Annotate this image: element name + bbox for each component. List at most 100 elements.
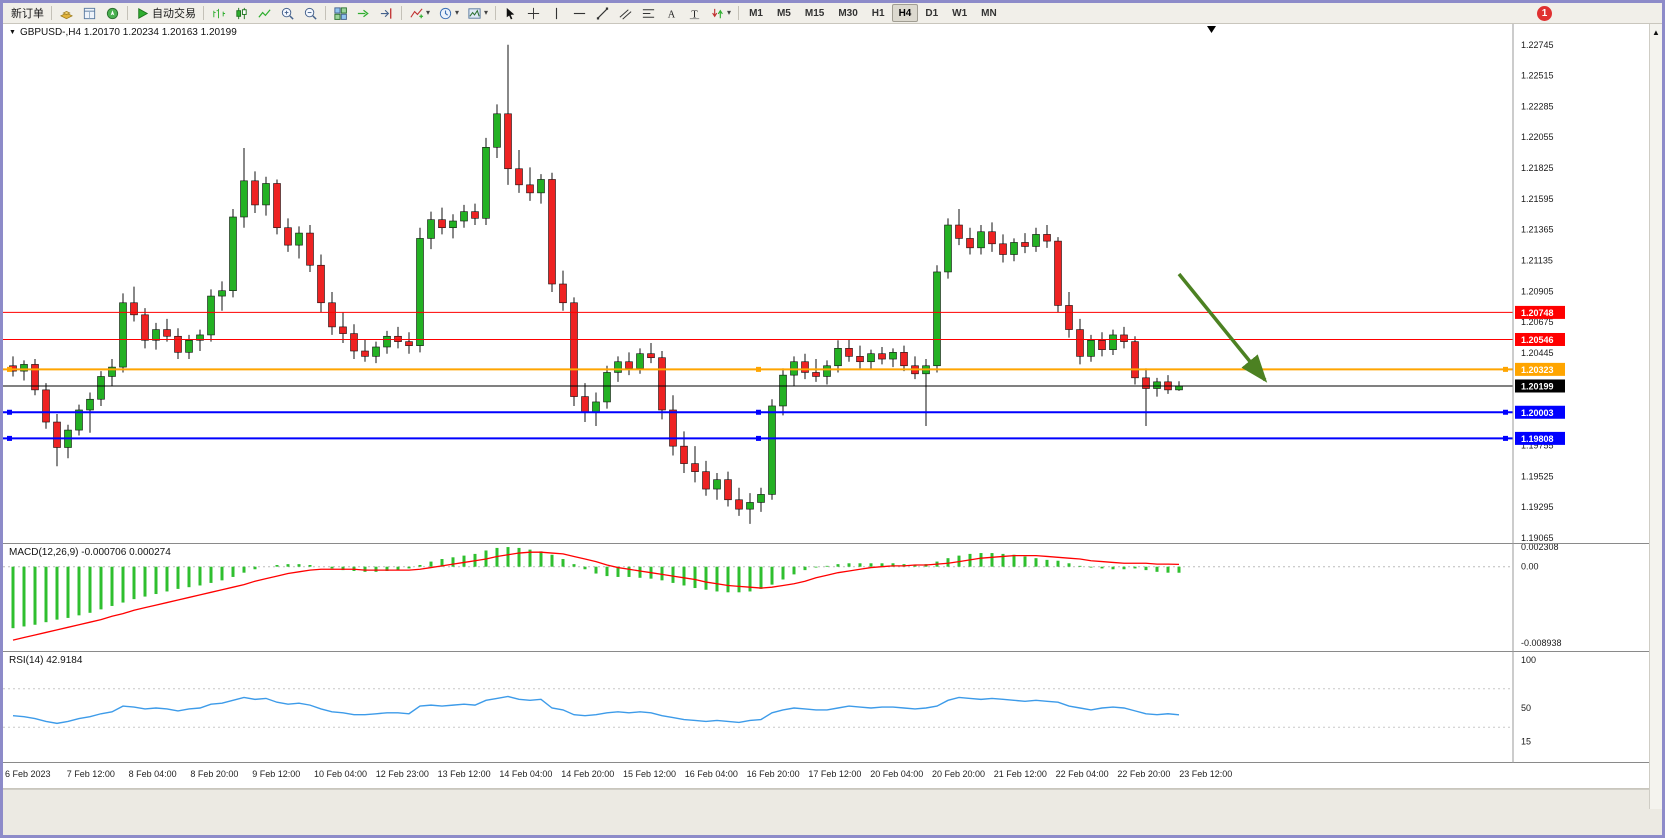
main-toolbar: 新订单 自动交易 [3,3,1662,24]
periods-clock-icon [439,7,452,19]
time-axis-label: 6 Feb 2023 [5,769,51,779]
svg-text:1.22055: 1.22055 [1521,132,1554,142]
horizontal-line-button[interactable] [568,4,591,22]
zoom-out-button[interactable] [299,4,322,22]
svg-text:A: A [668,9,676,20]
time-axis-label: 8 Feb 20:00 [190,769,239,779]
macd-label: MACD(12,26,9) -0.000706 0.000274 [9,547,171,558]
auto-trading-button[interactable]: 自动交易 [131,4,200,22]
data-window-button[interactable] [78,4,101,22]
label-button[interactable]: T [683,4,706,22]
timeframe-button-m5[interactable]: M5 [776,7,791,19]
macd-canvas[interactable]: 0.002308 0.00 -0.008938 [3,544,1662,652]
svg-text:1.22745: 1.22745 [1521,40,1554,50]
svg-text:1.20546: 1.20546 [1521,335,1554,345]
svg-text:15: 15 [1521,737,1531,747]
toolbar-separator [738,6,740,20]
svg-text:1.20003: 1.20003 [1521,408,1554,418]
zoom-in-button[interactable] [276,4,299,22]
time-axis-label: 7 Feb 12:00 [66,769,115,779]
timeframe-button-w1[interactable]: W1 [952,7,968,19]
auto-trading-label: 自动交易 [152,8,196,20]
bars-chart-icon [213,8,226,18]
chevron-down-icon: ▾ [426,8,431,17]
templates-button[interactable]: ▾ [463,4,492,22]
channel-button[interactable] [614,4,637,22]
rsi-label: RSI(14) 42.9184 [9,655,83,666]
notification-badge[interactable]: 1 [1537,5,1552,21]
timeframe-button-m30[interactable]: M30 [838,7,858,19]
toolbar-separator [203,6,204,20]
candles-chart-button[interactable] [230,4,253,22]
tile-windows-icon [334,6,347,20]
market-watch-button[interactable] [55,4,78,22]
new-order-label: 新订单 [11,8,44,20]
time-axis-label: 22 Feb 20:00 [1117,769,1171,779]
time-axis-label: 10 Feb 04:00 [314,769,368,779]
price-chart-canvas[interactable]: 1.22745 1.22515 1.22285 1.22055 1.21825 1.215… [3,24,1662,544]
vertical-line-icon [555,7,558,19]
time-axis-label: 14 Feb 20:00 [561,769,615,779]
navigator-button[interactable] [101,4,124,22]
horizontal-line-icon [573,12,586,14]
rsi-canvas[interactable]: 100 50 15 [3,652,1662,763]
line-chart-button[interactable] [253,4,276,22]
svg-text:100: 100 [1521,655,1536,665]
time-axis-label: 13 Feb 12:00 [437,769,491,779]
svg-text:1.19525: 1.19525 [1521,471,1554,481]
svg-text:-0.008938: -0.008938 [1521,638,1562,648]
timeframe-button-m15[interactable]: M15 [804,7,825,19]
svg-text:0.00: 0.00 [1521,562,1539,572]
collapse-triangle-icon[interactable]: ▼ [9,29,16,36]
cursor-button[interactable] [499,4,522,22]
timeframe-button-mn[interactable]: MN [981,7,997,19]
svg-text:1.20905: 1.20905 [1521,286,1554,296]
zoom-in-icon [281,7,294,20]
toolbar-separator [495,6,497,20]
svg-text:1.21135: 1.21135 [1521,256,1553,266]
chart-title: GBPUSD-,H4 1.20170 1.20234 1.20163 1.201… [19,27,237,38]
new-order-button[interactable]: 新订单 [7,4,48,22]
time-axis[interactable]: 6 Feb 2023 7 Feb 12:00 8 Feb 04:00 8 Feb 20… [3,763,1662,789]
time-axis-label: 12 Feb 23:00 [375,769,429,779]
indicators-button[interactable]: ▾ [405,4,434,22]
timeframe-button-m1[interactable]: M1 [749,7,763,19]
macd-panel[interactable]: MACD(12,26,9) -0.000706 0.000274 0.00230… [3,544,1662,652]
chart-title-row: ▼ GBPUSD-,H4 1.20170 1.20234 1.20163 1.2… [9,27,237,38]
trendline-button[interactable] [591,4,614,22]
time-axis-label: 23 Feb 12:00 [1179,769,1233,779]
line-chart-icon [258,8,271,18]
timeframe-button-h1[interactable]: H1 [871,7,885,19]
scroll-up-icon[interactable]: ▲ [1652,28,1660,37]
price-panel[interactable]: ▼ GBPUSD-,H4 1.20170 1.20234 1.20163 1.2… [3,24,1662,544]
arrows-button[interactable]: ▾ [706,4,735,22]
bottom-strip [3,789,1662,835]
vertical-line-button[interactable] [545,4,568,22]
svg-text:1.21825: 1.21825 [1521,163,1554,173]
chart-shift-button[interactable] [375,4,398,22]
toolbar-separator [401,6,402,20]
time-axis-label: 20 Feb 20:00 [932,769,986,779]
indicators-icon [410,7,424,18]
svg-text:1.21595: 1.21595 [1521,194,1554,204]
timeframe-button-d1[interactable]: D1 [925,7,939,19]
tile-windows-button[interactable] [329,4,352,22]
time-axis-label: 16 Feb 04:00 [684,769,738,779]
toolbar-separator [51,6,52,20]
channel-icon [619,8,632,19]
timeframe-button-h4[interactable]: H4 [891,4,919,22]
right-scrollbar[interactable]: ▲ [1649,24,1662,809]
toolbar-separator [325,6,326,20]
play-icon [138,7,149,19]
chevron-down-icon: ▾ [727,8,732,17]
svg-text:1.19808: 1.19808 [1521,434,1554,444]
crosshair-button[interactable] [522,4,545,22]
chart-shift-icon [380,7,392,19]
text-button[interactable]: A [660,4,683,22]
rsi-panel[interactable]: RSI(14) 42.9184 100 50 15 [3,652,1662,763]
periods-button[interactable]: ▾ [434,4,463,22]
fibonacci-button[interactable] [637,4,660,22]
auto-scroll-button[interactable] [352,4,375,22]
bars-chart-button[interactable] [207,4,230,22]
